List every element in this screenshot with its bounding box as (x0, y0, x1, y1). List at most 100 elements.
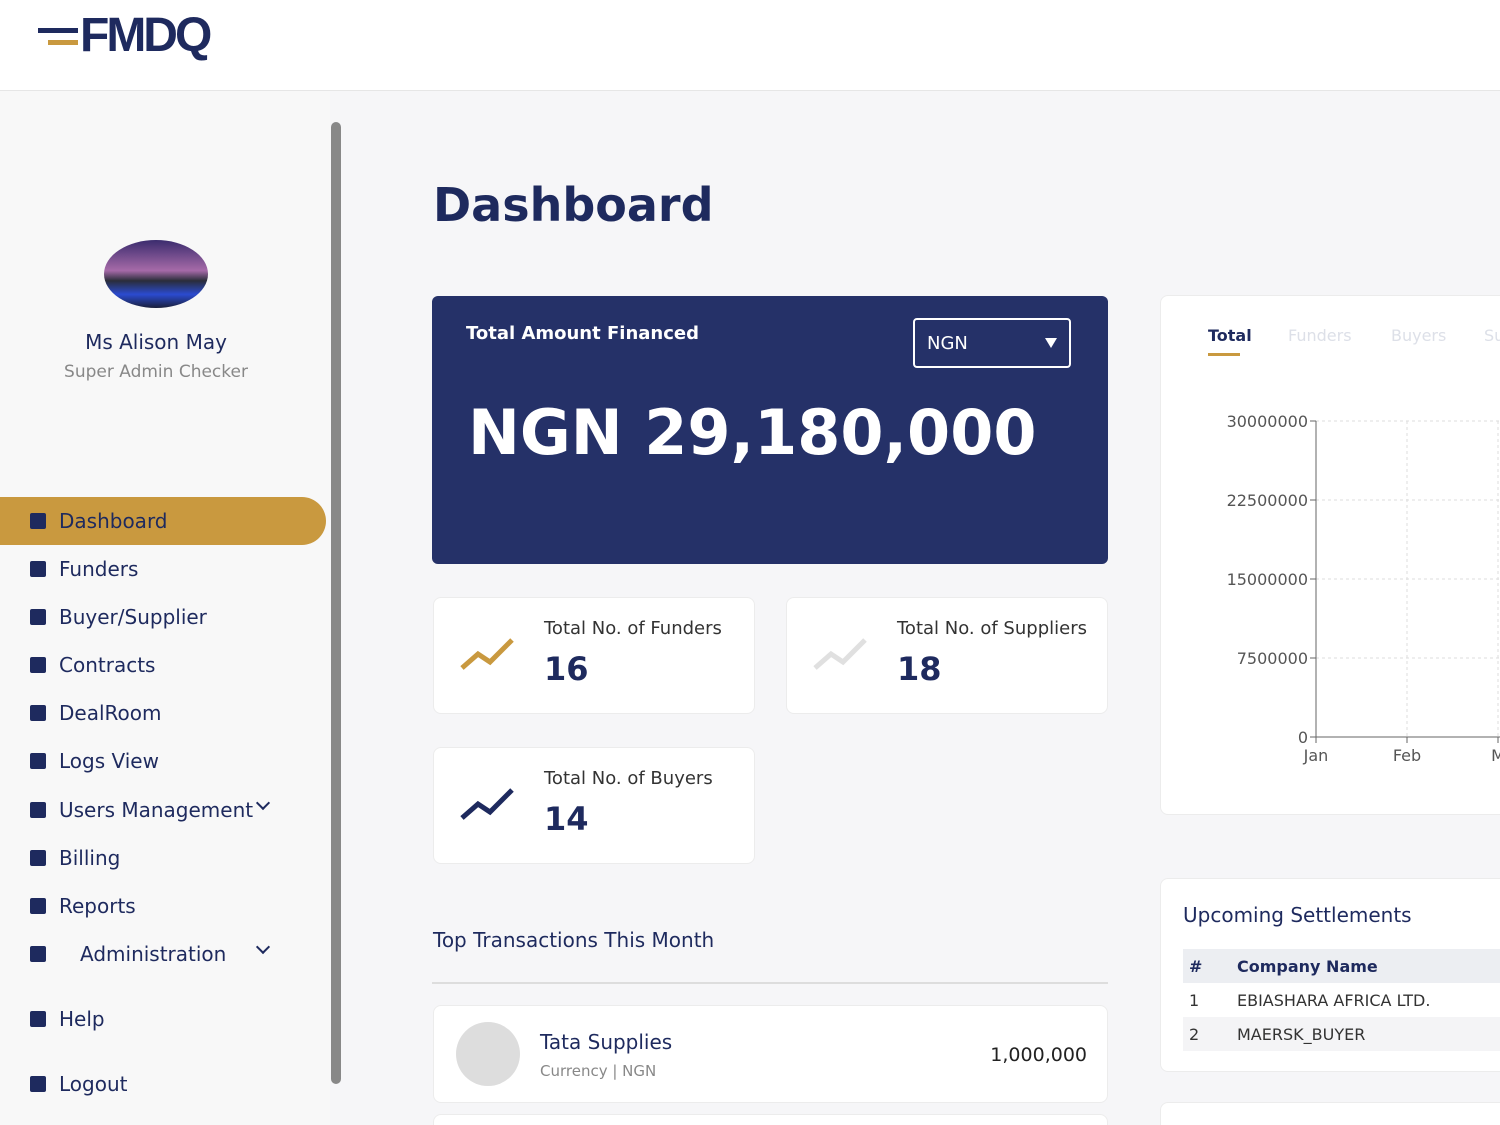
chevron (255, 939, 271, 955)
x-tick-label: Jan (1303, 746, 1329, 765)
transaction-name: Tata Supplies (540, 1030, 673, 1054)
table-row: 1 EBIASHARA AFRICA LTD. (1183, 983, 1500, 1017)
nav-icon (30, 561, 46, 577)
nav-icon (30, 609, 46, 625)
user-role: Super Admin Checker (64, 362, 248, 382)
nav-item[interactable]: Help (0, 995, 326, 1043)
nav-icon (30, 946, 46, 962)
nav-label: Logs View (59, 749, 159, 773)
card (1160, 1102, 1500, 1125)
chart-tab[interactable]: Total (1208, 326, 1252, 345)
user-name: Ms Alison May (85, 330, 227, 354)
nav-icon (30, 1011, 46, 1027)
trend-icon (813, 638, 867, 670)
stat-label: Total No. of Buyers (544, 768, 713, 789)
nav-icon (30, 513, 46, 529)
nav-label: Users Management (59, 798, 254, 822)
nav-item[interactable]: Logs View (0, 737, 326, 785)
nav-label: Funders (59, 557, 139, 581)
nav-item[interactable]: Billing (0, 834, 326, 882)
nav-icon (30, 850, 46, 866)
nav-icon (30, 657, 46, 673)
page-title: Dashboard (433, 178, 714, 232)
stat-card: Total No. of Suppliers 18 (786, 597, 1108, 714)
nav-item[interactable]: Buyer/Supplier (0, 593, 326, 641)
currency-value: NGN (927, 332, 968, 354)
trend-line (460, 638, 514, 670)
chart-tab[interactable]: Buyers (1391, 326, 1446, 345)
nav-label: Reports (59, 894, 136, 918)
currency-select[interactable]: NGN (913, 318, 1071, 368)
trend-line (460, 788, 514, 820)
nav-item[interactable]: Users Management (0, 786, 326, 834)
divider (432, 982, 1108, 984)
logo[interactable]: FMDQ (80, 9, 212, 62)
td: EBIASHARA AFRICA LTD. (1237, 990, 1431, 1010)
financed-amount: NGN 29,180,000 (468, 396, 1037, 469)
td: MAERSK_BUYER (1237, 1024, 1366, 1044)
nav-icon (30, 705, 46, 721)
th: Company Name (1237, 956, 1378, 976)
chart-tab[interactable]: Su (1484, 326, 1500, 345)
nav-item[interactable]: Contracts (0, 641, 326, 689)
stat-value: 16 (544, 650, 589, 688)
trend-icon (460, 788, 514, 820)
nav-icon (30, 898, 46, 914)
nav-label: Administration (80, 942, 227, 966)
settlements-table: # Company Name 1 EBIASHARA AFRICA LTD. 2 MA… (1183, 949, 1500, 1051)
financed-label: Total Amount Financed (466, 323, 699, 344)
td: 1 (1189, 990, 1200, 1010)
y-tick-label: 0 (1298, 728, 1308, 747)
transaction-sub: Currency | NGN (540, 1062, 657, 1080)
transaction-row[interactable]: Tata Supplies Currency | NGN 1,000,000 (433, 1005, 1108, 1103)
transaction-avatar (456, 1022, 520, 1086)
dropdown-arrow (1045, 338, 1057, 348)
stat-value: 18 (897, 650, 942, 688)
chevron (255, 795, 271, 811)
settlements-title: Upcoming Settlements (1183, 903, 1412, 927)
nav-icon (30, 753, 46, 769)
stat-card: Total No. of Buyers 14 (433, 747, 755, 864)
stat-label: Total No. of Suppliers (897, 618, 1087, 639)
header: FMDQ (0, 0, 1500, 91)
x-tick-label: Feb (1393, 746, 1421, 765)
nav-item[interactable]: Logout (0, 1060, 326, 1108)
chart-card (1160, 295, 1500, 815)
trend-line (813, 638, 867, 670)
nav-item[interactable]: Dashboard (0, 497, 326, 545)
th: # (1189, 956, 1203, 976)
td: 2 (1189, 1024, 1200, 1044)
nav-label: Billing (59, 846, 121, 870)
trend-icon (460, 638, 514, 670)
logo-bar (48, 40, 78, 45)
nav-item[interactable]: Administration (0, 930, 326, 978)
nav-item[interactable]: Reports (0, 882, 326, 930)
nav-icon (30, 1076, 46, 1092)
nav-item[interactable]: Funders (0, 545, 326, 593)
y-tick-label: 7500000 (1237, 649, 1308, 668)
x-tick-label: M (1491, 746, 1500, 765)
nav-icon (30, 802, 46, 818)
nav-label: DealRoom (59, 701, 162, 725)
tab-underline (1208, 353, 1240, 356)
stat-label: Total No. of Funders (544, 618, 722, 639)
stat-value: 14 (544, 800, 589, 838)
chart: Total Funders Buyers Su 0 7500000 15000000 2250… (1208, 326, 1500, 765)
nav-item[interactable]: DealRoom (0, 689, 326, 737)
avatar (104, 240, 208, 308)
logo-bar (38, 28, 78, 33)
table-row: 2 MAERSK_BUYER (1183, 1017, 1500, 1051)
transaction-row[interactable] (433, 1114, 1108, 1125)
nav-label: Dashboard (59, 509, 168, 533)
settlements-card: Upcoming Settlements # Company Name 1 EBIA… (1160, 878, 1500, 1072)
chart-tab[interactable]: Funders (1288, 326, 1352, 345)
scrollbar[interactable] (331, 122, 341, 1084)
y-tick-label: 15000000 (1227, 570, 1308, 589)
y-tick-label: 30000000 (1227, 412, 1308, 431)
y-tick-label: 22500000 (1227, 491, 1308, 510)
transaction-amount: 1,000,000 (990, 1044, 1087, 1066)
transactions-title: Top Transactions This Month (433, 928, 715, 952)
table-header: # Company Name (1183, 949, 1500, 983)
